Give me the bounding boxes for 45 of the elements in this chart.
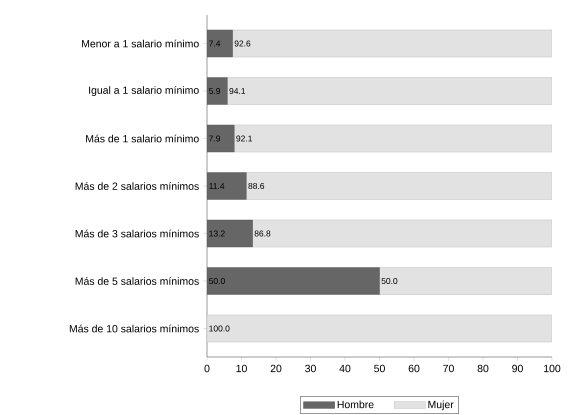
bar: [246, 172, 552, 200]
data-label: 88.6: [248, 183, 264, 189]
x-tick-label: 10: [236, 364, 247, 372]
bar: [207, 124, 234, 152]
data-label: 7.4: [209, 40, 220, 46]
x-tick-label: 80: [478, 364, 488, 372]
data-label: 50.0: [209, 278, 225, 284]
bar: [207, 172, 247, 200]
x-tick-label: 40: [339, 364, 350, 372]
x-tick-label: 90: [512, 364, 523, 372]
x-tick-label: 60: [408, 364, 420, 372]
data-label: 86.8: [254, 230, 270, 236]
x-tick-label: 70: [443, 364, 454, 372]
y-tick-label: Más de 2 salarios mínimos: [76, 182, 199, 190]
data-label: 92.1: [236, 136, 252, 142]
bar: [207, 314, 552, 342]
x-tick-label: 20: [270, 364, 282, 372]
legend-label: Hombre: [338, 400, 374, 408]
x-tick-label: 30: [305, 364, 316, 372]
y-tick-label: Igual a 1 salario mínimo: [89, 86, 199, 96]
bar: [207, 30, 233, 58]
y-tick-label: Más de 5 salarios mínimos: [76, 277, 199, 285]
data-label: 94.1: [229, 88, 246, 94]
bar: [207, 267, 380, 295]
x-tick-label: 0: [204, 364, 210, 372]
y-tick-label: Menor a 1 salario mínimo: [82, 40, 199, 48]
data-label: 92.6: [234, 40, 250, 46]
x-tick-label: 100: [544, 364, 560, 372]
y-tick-label: Más de 10 salarios mínimos: [70, 324, 199, 332]
data-label: 100.0: [209, 326, 230, 332]
data-label: 5.9: [209, 88, 220, 94]
data-label: 50.0: [382, 278, 398, 284]
bar: [232, 30, 552, 58]
bar: [227, 77, 552, 105]
bar: [379, 267, 552, 295]
y-tick-label: Más de 3 salarios mínimos: [76, 230, 199, 238]
bar: [207, 220, 253, 248]
x-tick-label: 50: [374, 364, 385, 372]
bar: [252, 220, 552, 248]
data-label: 7.9: [209, 136, 220, 142]
data-label: 13.2: [209, 230, 225, 236]
data-label: 11.4: [209, 183, 224, 189]
legend-label: Mujer: [428, 400, 454, 410]
y-tick-label: Más de 1 salario mínimo: [86, 134, 199, 142]
bar: [234, 124, 552, 152]
